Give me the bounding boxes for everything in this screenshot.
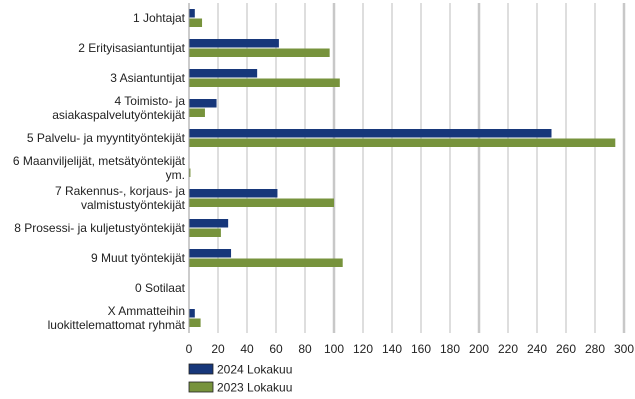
bar-2023 [189, 228, 221, 237]
bar-2024 [189, 309, 195, 318]
x-tick-label: 200 [469, 342, 489, 356]
bar-2023 [189, 78, 340, 87]
category-label: X Ammatteihin luokittelemattomat ryhmät [48, 304, 186, 332]
category-label: 2 Erityisasiantuntijat [78, 41, 185, 55]
x-tick-label: 180 [440, 342, 460, 356]
category-label: 9 Muut työntekijät [91, 251, 186, 265]
bar-2023 [189, 318, 201, 327]
category-label: 7 Rakennus-, korjaus- ja valmistustyöntek… [55, 184, 186, 212]
bar-2024 [189, 99, 217, 108]
bar-2024 [189, 189, 278, 198]
category-label: 8 Prosessi- ja kuljetustyöntekijät [14, 221, 185, 235]
bar-2023 [189, 138, 616, 147]
legend-label: 2023 Lokakuu [217, 381, 292, 395]
x-tick-label: 0 [186, 342, 193, 356]
x-tick-label: 300 [614, 342, 634, 356]
bar-2023 [189, 18, 203, 27]
x-tick-label: 80 [298, 342, 312, 356]
x-tick-label: 20 [211, 342, 225, 356]
category-label: 5 Palvelu- ja myyntityöntekijät [27, 131, 186, 145]
bar-2023 [189, 198, 334, 207]
bar-2024 [189, 69, 258, 78]
category-label: 6 Maanviljelijät, metsätyöntekijät ym. [13, 154, 186, 182]
legend-swatch [188, 381, 214, 393]
bar-2023 [189, 258, 343, 267]
category-labels: 1 Johtajat 2 Erityisasiantuntijat 3 Asiant… [13, 11, 186, 332]
category-label: 3 Asiantuntijat [110, 71, 185, 85]
bars [189, 9, 616, 327]
bar-2024 [189, 219, 229, 228]
x-tick-label: 120 [353, 342, 373, 356]
gridlines [217, 3, 626, 333]
category-label: 1 Johtajat [133, 11, 186, 25]
bar-2023 [189, 168, 191, 177]
x-tick-label: 220 [498, 342, 518, 356]
x-tick-label: 240 [527, 342, 547, 356]
x-tick-label: 60 [269, 342, 283, 356]
bar-2023 [189, 108, 205, 117]
bar-2024 [189, 249, 232, 258]
x-tick-label: 280 [585, 342, 605, 356]
x-tick-label: 100 [324, 342, 344, 356]
legend: 2024 Lokakuu 2023 Lokakuu [188, 363, 292, 395]
x-tick-label: 260 [556, 342, 576, 356]
x-tick-label: 40 [240, 342, 254, 356]
bar-2023 [189, 48, 330, 57]
x-tick-label: 160 [411, 342, 431, 356]
x-tick-labels: 0 20 40 60 80 100 120 140 160 180 200 220 240 260 280 3… [186, 342, 635, 356]
category-label: 0 Sotilaat [135, 281, 186, 295]
bar-2024 [189, 9, 195, 18]
bar-2024 [189, 129, 552, 138]
legend-swatch [188, 363, 214, 375]
category-label: 4 Toimisto- ja asiakaspalvelutyöntekijät [52, 94, 185, 122]
bar-2024 [189, 39, 279, 48]
x-tick-label: 140 [382, 342, 402, 356]
legend-label: 2024 Lokakuu [217, 363, 292, 377]
